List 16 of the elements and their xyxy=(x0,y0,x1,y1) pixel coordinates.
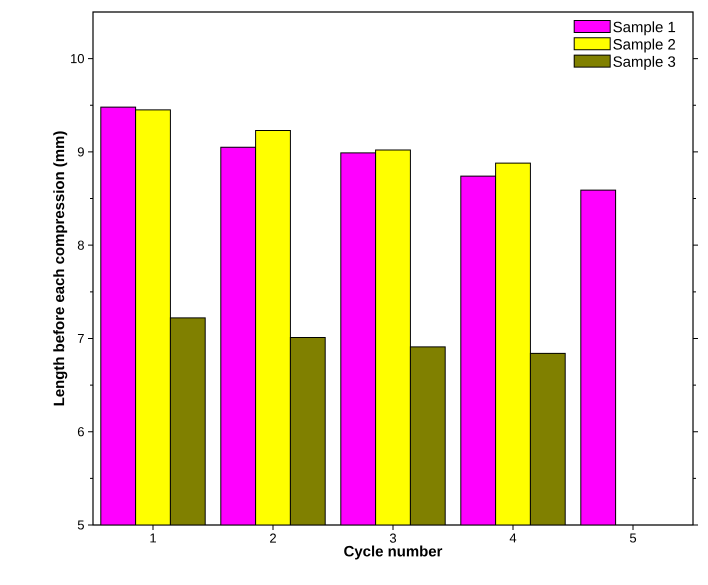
y-tick-label: 10 xyxy=(71,54,84,64)
x-tick-label: 3 xyxy=(390,534,396,543)
x-axis-title: Cycle number xyxy=(344,546,442,560)
legend-label: Sample 2 xyxy=(613,38,676,53)
y-tick-label: 7 xyxy=(78,334,84,343)
y-tick-label: 5 xyxy=(78,520,84,530)
x-tick-label: 4 xyxy=(510,534,516,542)
y-tick-label: 6 xyxy=(78,427,84,436)
legend-label: Sample 3 xyxy=(613,56,676,70)
y-tick-label: 8 xyxy=(78,240,84,250)
y-tick-label: 9 xyxy=(78,147,84,156)
y-axis-title: Length before each compression (mm) xyxy=(53,131,68,406)
x-tick-label: 5 xyxy=(630,534,636,543)
legend-label: Sample 1 xyxy=(613,21,676,36)
x-tick-label: 2 xyxy=(270,534,276,543)
x-tick-label: 1 xyxy=(150,534,156,542)
